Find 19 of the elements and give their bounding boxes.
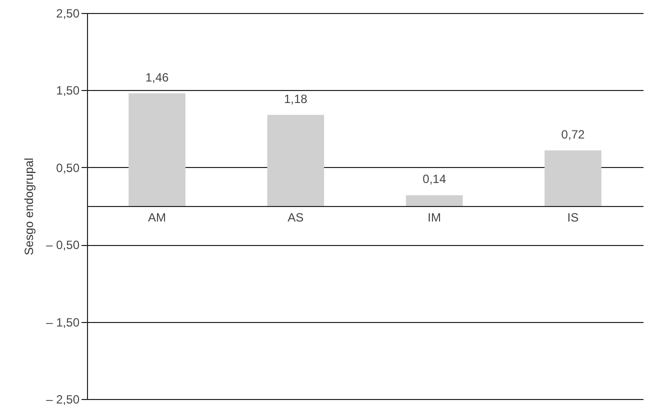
y-tick-label: – 1,50 bbox=[46, 315, 80, 330]
data-label: 0,72 bbox=[561, 127, 585, 142]
x-tick-label: AS bbox=[288, 210, 304, 224]
data-label: 1,18 bbox=[284, 92, 308, 106]
bar bbox=[406, 195, 463, 206]
bar bbox=[128, 93, 186, 206]
x-tick-label: IM bbox=[428, 210, 441, 224]
y-tick-label: – 0,50 bbox=[46, 238, 80, 252]
y-axis-title: Sesgo endogrupal bbox=[22, 158, 36, 256]
x-tick-label: AM bbox=[148, 210, 166, 224]
y-tick-label: 2,50 bbox=[56, 6, 80, 20]
bar bbox=[267, 114, 324, 206]
y-tick-label: – 2,50 bbox=[46, 392, 80, 406]
bar bbox=[544, 150, 602, 206]
y-tick-label: 0,50 bbox=[56, 160, 80, 175]
data-label: 1,46 bbox=[145, 70, 170, 84]
y-tick-label: 1,50 bbox=[56, 84, 80, 98]
x-tick-label: IS bbox=[567, 210, 579, 224]
data-label: 0,14 bbox=[422, 172, 446, 186]
